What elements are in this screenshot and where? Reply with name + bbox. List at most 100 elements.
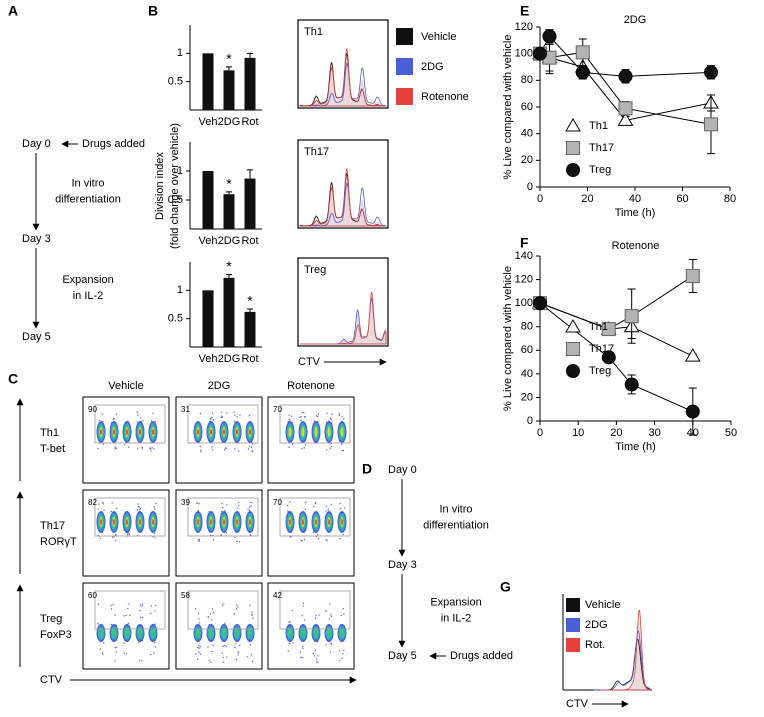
flow-density (315, 519, 317, 525)
flow-dot (237, 504, 240, 507)
flow-dot (138, 642, 140, 644)
flow-dot (139, 609, 141, 612)
flow-dot (248, 506, 251, 508)
flow-dot (97, 603, 100, 606)
flow-dot (239, 414, 241, 416)
row-marker: T-bet (40, 443, 65, 455)
histogram-curve (299, 48, 386, 107)
flow-density (247, 628, 253, 638)
flow-dot (97, 622, 99, 625)
flow-dot (344, 507, 346, 509)
panel-label: F (520, 235, 529, 251)
flow-dot (330, 614, 332, 616)
flow-dot (249, 604, 251, 606)
flow-dot (110, 623, 113, 626)
y-tick-label: 120 (515, 273, 533, 285)
flow-dot (123, 615, 125, 617)
flow-density (221, 628, 227, 638)
legend-marker (566, 342, 580, 356)
flow-dot (235, 643, 237, 645)
flow-dot (329, 603, 331, 605)
flow-dot (239, 644, 241, 647)
legend-label: Th1 (589, 321, 608, 333)
flow-dot (289, 621, 291, 623)
row-label: Th1 (40, 427, 59, 439)
legend-label: Treg (589, 365, 611, 377)
flow-dot (111, 502, 113, 504)
flow-dot (195, 653, 197, 655)
legend-label: Rotenone (421, 91, 469, 103)
legend-label: Th17 (589, 142, 614, 154)
flow-dot (315, 415, 318, 417)
flow-dot (199, 646, 201, 648)
flow-dot (237, 606, 239, 608)
series-line (539, 302, 694, 413)
panel-label: E (520, 3, 529, 19)
transition-label: In vitro (71, 177, 104, 189)
flow-dot (220, 534, 222, 536)
flow-dot (198, 538, 201, 541)
flow-density (152, 519, 154, 525)
y-tick-label: 0 (527, 181, 533, 193)
flow-density (100, 519, 102, 525)
flow-dot (155, 604, 157, 606)
flow-density (301, 427, 305, 437)
flow-dot (220, 411, 223, 414)
flow-dot (316, 658, 318, 660)
marker (624, 309, 639, 324)
marker (533, 46, 547, 61)
flow-dot (210, 417, 212, 420)
flow-dot (342, 533, 344, 536)
x-tick-label: 30 (648, 427, 660, 439)
flow-dot (340, 614, 342, 617)
flow-density (341, 519, 343, 525)
x-tick-label: Rot (241, 235, 258, 247)
flow-dot (300, 651, 302, 653)
flow-dot (325, 538, 327, 541)
x-tick-label: 20 (610, 427, 622, 439)
error-bar (247, 308, 253, 312)
flow-dot (199, 653, 202, 655)
gate (94, 590, 166, 630)
flow-dot (211, 608, 214, 610)
flow-dot (153, 506, 155, 508)
flow-density (126, 519, 128, 525)
gate (279, 404, 351, 444)
legend-label: Th17 (589, 343, 614, 355)
flow-dot (312, 531, 314, 533)
flow-dot (150, 448, 152, 450)
flow-dot (101, 652, 104, 654)
flow-dot (250, 446, 253, 449)
x-tick-label: 80 (724, 193, 736, 205)
flow-dot (302, 602, 305, 604)
step-label: Day 0 (388, 464, 417, 476)
flow-dot (110, 510, 113, 512)
flow-dot (221, 652, 224, 654)
flow-dot (317, 415, 319, 417)
flow-dot (196, 502, 199, 504)
flow-dot (225, 532, 228, 534)
gate (94, 497, 166, 537)
flow-dot (139, 616, 142, 619)
flow-dot (317, 655, 319, 657)
flow-dot (301, 656, 304, 659)
flow-dot (198, 618, 200, 620)
flow-density (236, 519, 238, 525)
histogram-label: Treg (304, 264, 326, 276)
legend-swatch (396, 28, 413, 45)
bar (223, 70, 235, 110)
flow-dot (300, 656, 302, 659)
flow-dot (233, 411, 235, 413)
flow-dot (325, 510, 327, 512)
flow-density (288, 427, 292, 437)
flow-dot (317, 534, 319, 536)
flow-dot (314, 617, 317, 619)
flow-dot (141, 617, 144, 619)
flow-dot (139, 507, 142, 510)
flow-dot (110, 608, 113, 610)
flow-dot (211, 650, 213, 653)
flow-dot (341, 416, 343, 418)
flow-dot (314, 501, 316, 504)
histogram-curve (300, 182, 387, 227)
marker (533, 296, 547, 311)
